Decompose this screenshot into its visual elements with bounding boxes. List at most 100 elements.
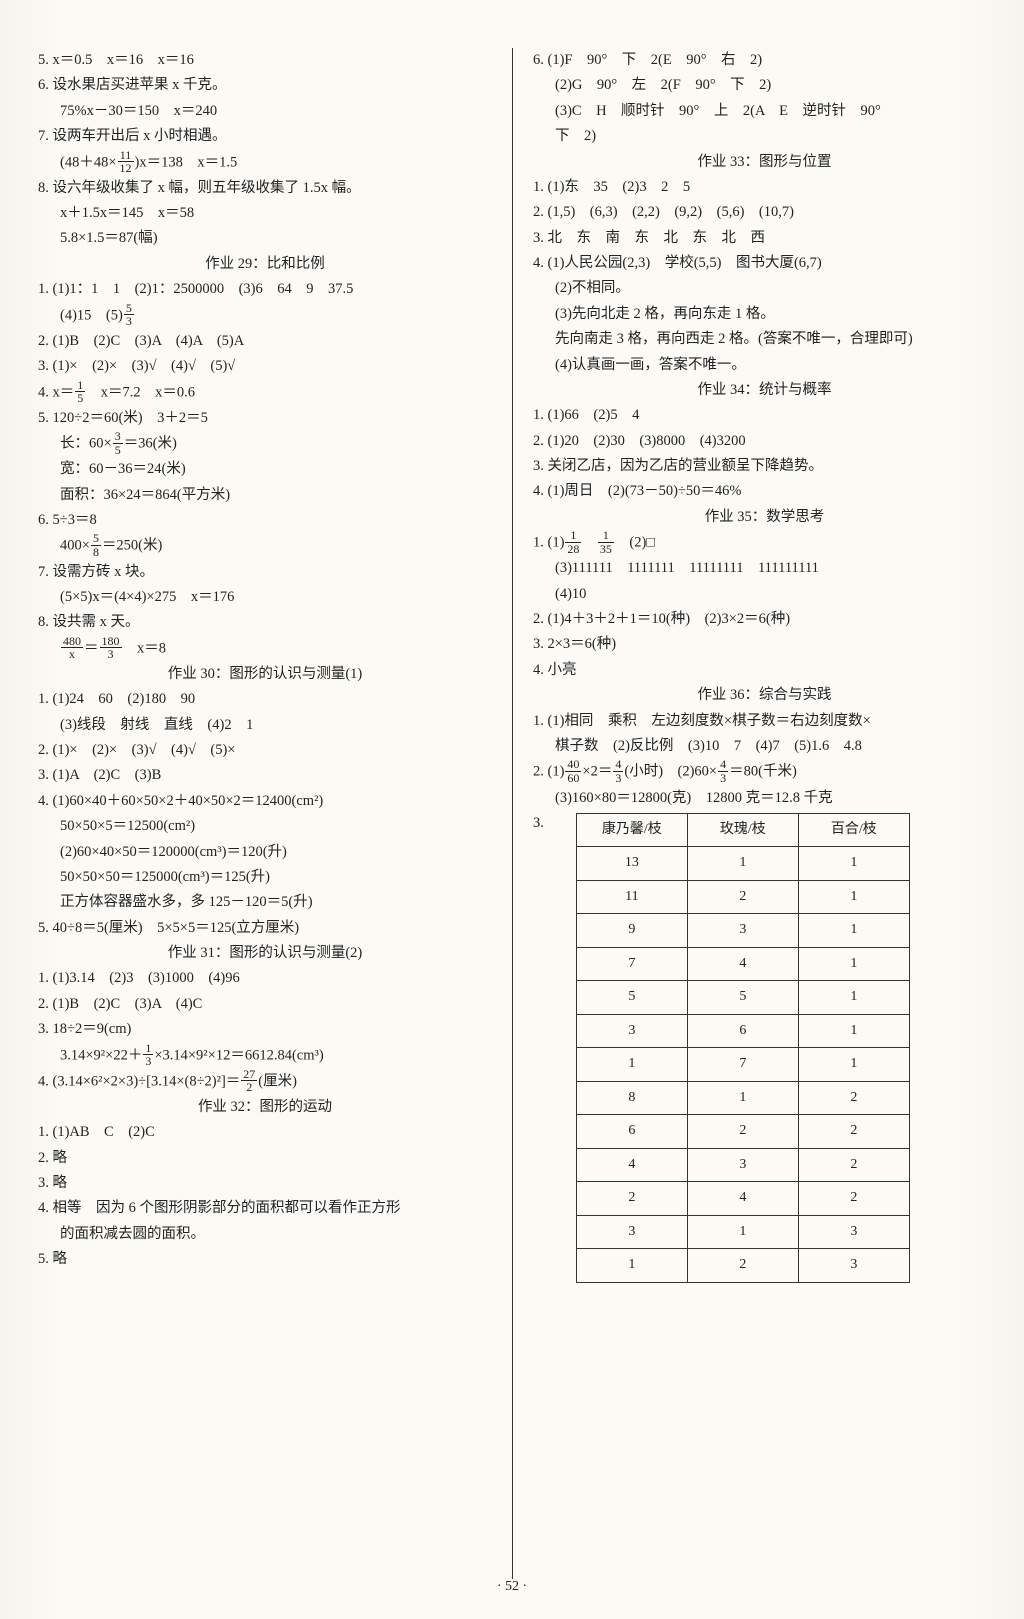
table-row: 1121 <box>576 880 909 914</box>
section-heading: 作业 33：图形与位置 <box>533 150 996 175</box>
text-fragment: 2. (1) <box>533 764 564 780</box>
fraction-den: 8 <box>91 546 101 559</box>
page-number: · 52 · <box>0 1575 1024 1600</box>
fraction: 480x <box>61 635 83 661</box>
text-line: 4. (1)人民公园(2,3) 学校(5,5) 图书大厦(6,7) <box>533 251 996 276</box>
text-line: 2. (1)× (2)× (3)√ (4)√ (5)× <box>38 738 492 763</box>
section-heading: 作业 30：图形的认识与测量(1) <box>38 662 492 687</box>
fraction-num: 27 <box>241 1068 257 1082</box>
text-line: 2. (1)B (2)C (3)A (4)C <box>38 992 492 1017</box>
fraction-num: 480 <box>61 635 83 649</box>
text-line: (3)线段 射线 直线 (4)2 1 <box>38 713 492 738</box>
fraction-num: 1 <box>75 379 85 393</box>
fraction-num: 1 <box>598 529 614 543</box>
text-line: 2. 略 <box>38 1146 492 1171</box>
text-line: (2)G 90° 左 2(F 90° 下 2) <box>533 73 996 98</box>
fraction: 1803 <box>100 635 122 661</box>
table-cell: 1 <box>576 1048 687 1082</box>
table-row: 171 <box>576 1048 909 1082</box>
fraction: 135 <box>598 529 614 555</box>
table-row: 242 <box>576 1182 909 1216</box>
text-line: 3. (1)× (2)× (3)√ (4)√ (5)√ <box>38 354 492 379</box>
table-cell: 6 <box>576 1115 687 1149</box>
fraction: 1112 <box>118 149 134 175</box>
fraction: 128 <box>565 529 581 555</box>
table-cell: 3 <box>687 1148 798 1182</box>
text-fragment: 长：60× <box>60 435 112 451</box>
table-cell: 2 <box>798 1115 909 1149</box>
table-cell: 5 <box>687 981 798 1015</box>
section-heading: 作业 36：综合与实践 <box>533 683 996 708</box>
table-cell: 2 <box>576 1182 687 1216</box>
table-row: 361 <box>576 1014 909 1048</box>
text-line: 先向南走 3 格，再向西走 2 格。(答案不唯一，合理即可) <box>533 327 996 352</box>
text-line: 400×58＝250(米) <box>38 533 492 559</box>
text-line: 2. (1)20 (2)30 (3)8000 (4)3200 <box>533 429 996 454</box>
text-line: 4. (1)60×40＋60×50×2＋40×50×2＝12400(cm²) <box>38 789 492 814</box>
fraction: 35 <box>113 430 123 456</box>
table-cell: 1 <box>687 1215 798 1249</box>
table-cell: 1 <box>687 847 798 881</box>
text-line: 下 2) <box>533 124 996 149</box>
text-line: 1. (1)66 (2)5 4 <box>533 403 996 428</box>
table-cell: 1 <box>798 1048 909 1082</box>
text-line: 3. 关闭乙店，因为乙店的营业额呈下降趋势。 <box>533 454 996 479</box>
table-cell: 1 <box>798 880 909 914</box>
fraction-num: 180 <box>100 635 122 649</box>
table-cell: 2 <box>687 880 798 914</box>
text-fragment: ×3.14×9²×12＝6612.84(cm³) <box>154 1047 323 1063</box>
text-line: (3)先向北走 2 格，再向东走 1 格。 <box>533 302 996 327</box>
text-fragment: x＝8 <box>123 640 167 656</box>
answer-table: 康乃馨/枝玫瑰/枝百合/枝131111219317415513611718126… <box>576 813 910 1283</box>
text-line: 宽：60－36＝24(米) <box>38 457 492 482</box>
text-fragment: 4. (3.14×6²×2×3)÷[3.14×(8÷2)²]＝ <box>38 1073 240 1089</box>
table-cell: 7 <box>576 947 687 981</box>
text-line: 5. 120÷2＝60(米) 3＋2＝5 <box>38 406 492 431</box>
section-heading: 作业 31：图形的认识与测量(2) <box>38 941 492 966</box>
text-line: 8. 设共需 x 天。 <box>38 610 492 635</box>
table-header: 康乃馨/枝 <box>576 813 687 847</box>
text-line: 7. 设需方砖 x 块。 <box>38 560 492 585</box>
text-fragment: (2)□ <box>615 535 655 551</box>
page: 5. x＝0.5 x＝16 x＝16 6. 设水果店买进苹果 x 千克。 75%… <box>0 0 1024 1619</box>
table-row: 622 <box>576 1115 909 1149</box>
table-row: 432 <box>576 1148 909 1182</box>
text-line: 3. (1)A (2)C (3)B <box>38 763 492 788</box>
text-fragment: 3.14×9²×22＋ <box>60 1047 142 1063</box>
text-line: (3)111111 1111111 11111111 111111111 <box>533 556 996 581</box>
table-cell: 8 <box>576 1081 687 1115</box>
text-fragment: ＝36(米) <box>124 435 177 451</box>
text-line: (2)不相同。 <box>533 276 996 301</box>
text-line: 1. (1)128 135 (2)□ <box>533 530 996 556</box>
table-cell: 5 <box>576 981 687 1015</box>
text-line: 5. x＝0.5 x＝16 x＝16 <box>38 48 492 73</box>
text-line: 480x＝1803 x＝8 <box>38 636 492 662</box>
table-cell: 2 <box>798 1148 909 1182</box>
fraction: 272 <box>241 1068 257 1094</box>
text-line: 4. 小亮 <box>533 658 996 683</box>
fraction: 15 <box>75 379 85 405</box>
text-fragment: ＝ <box>84 640 99 656</box>
table-row: 551 <box>576 981 909 1015</box>
fraction-den: 3 <box>143 1055 153 1068</box>
text-line: 6. 5÷3＝8 <box>38 508 492 533</box>
table-cell: 3 <box>576 1014 687 1048</box>
fraction: 13 <box>143 1042 153 1068</box>
table-cell: 1 <box>798 981 909 1015</box>
text-line: (4)认真画一画，答案不唯一。 <box>533 353 996 378</box>
table-cell: 2 <box>687 1115 798 1149</box>
fraction: 58 <box>91 532 101 558</box>
text-line: 50×50×5＝12500(cm²) <box>38 814 492 839</box>
text-line: 5. 40÷8＝5(厘米) 5×5×5＝125(立方厘米) <box>38 916 492 941</box>
text-line: 长：60×35＝36(米) <box>38 431 492 457</box>
text-line: 50×50×50＝125000(cm³)＝125(升) <box>38 865 492 890</box>
table-cell: 7 <box>687 1048 798 1082</box>
fraction-den: 3 <box>100 648 122 661</box>
fraction-den: 35 <box>598 543 614 556</box>
fraction-num: 5 <box>124 302 134 316</box>
text-line: (2)60×40×50＝120000(cm³)＝120(升) <box>38 840 492 865</box>
text-fragment: (厘米) <box>258 1073 297 1089</box>
text-fragment: (4)15 (5) <box>60 307 123 323</box>
text-line: 1. (1)AB C (2)C <box>38 1120 492 1145</box>
text-fragment: x＝7.2 x＝0.6 <box>86 384 195 400</box>
